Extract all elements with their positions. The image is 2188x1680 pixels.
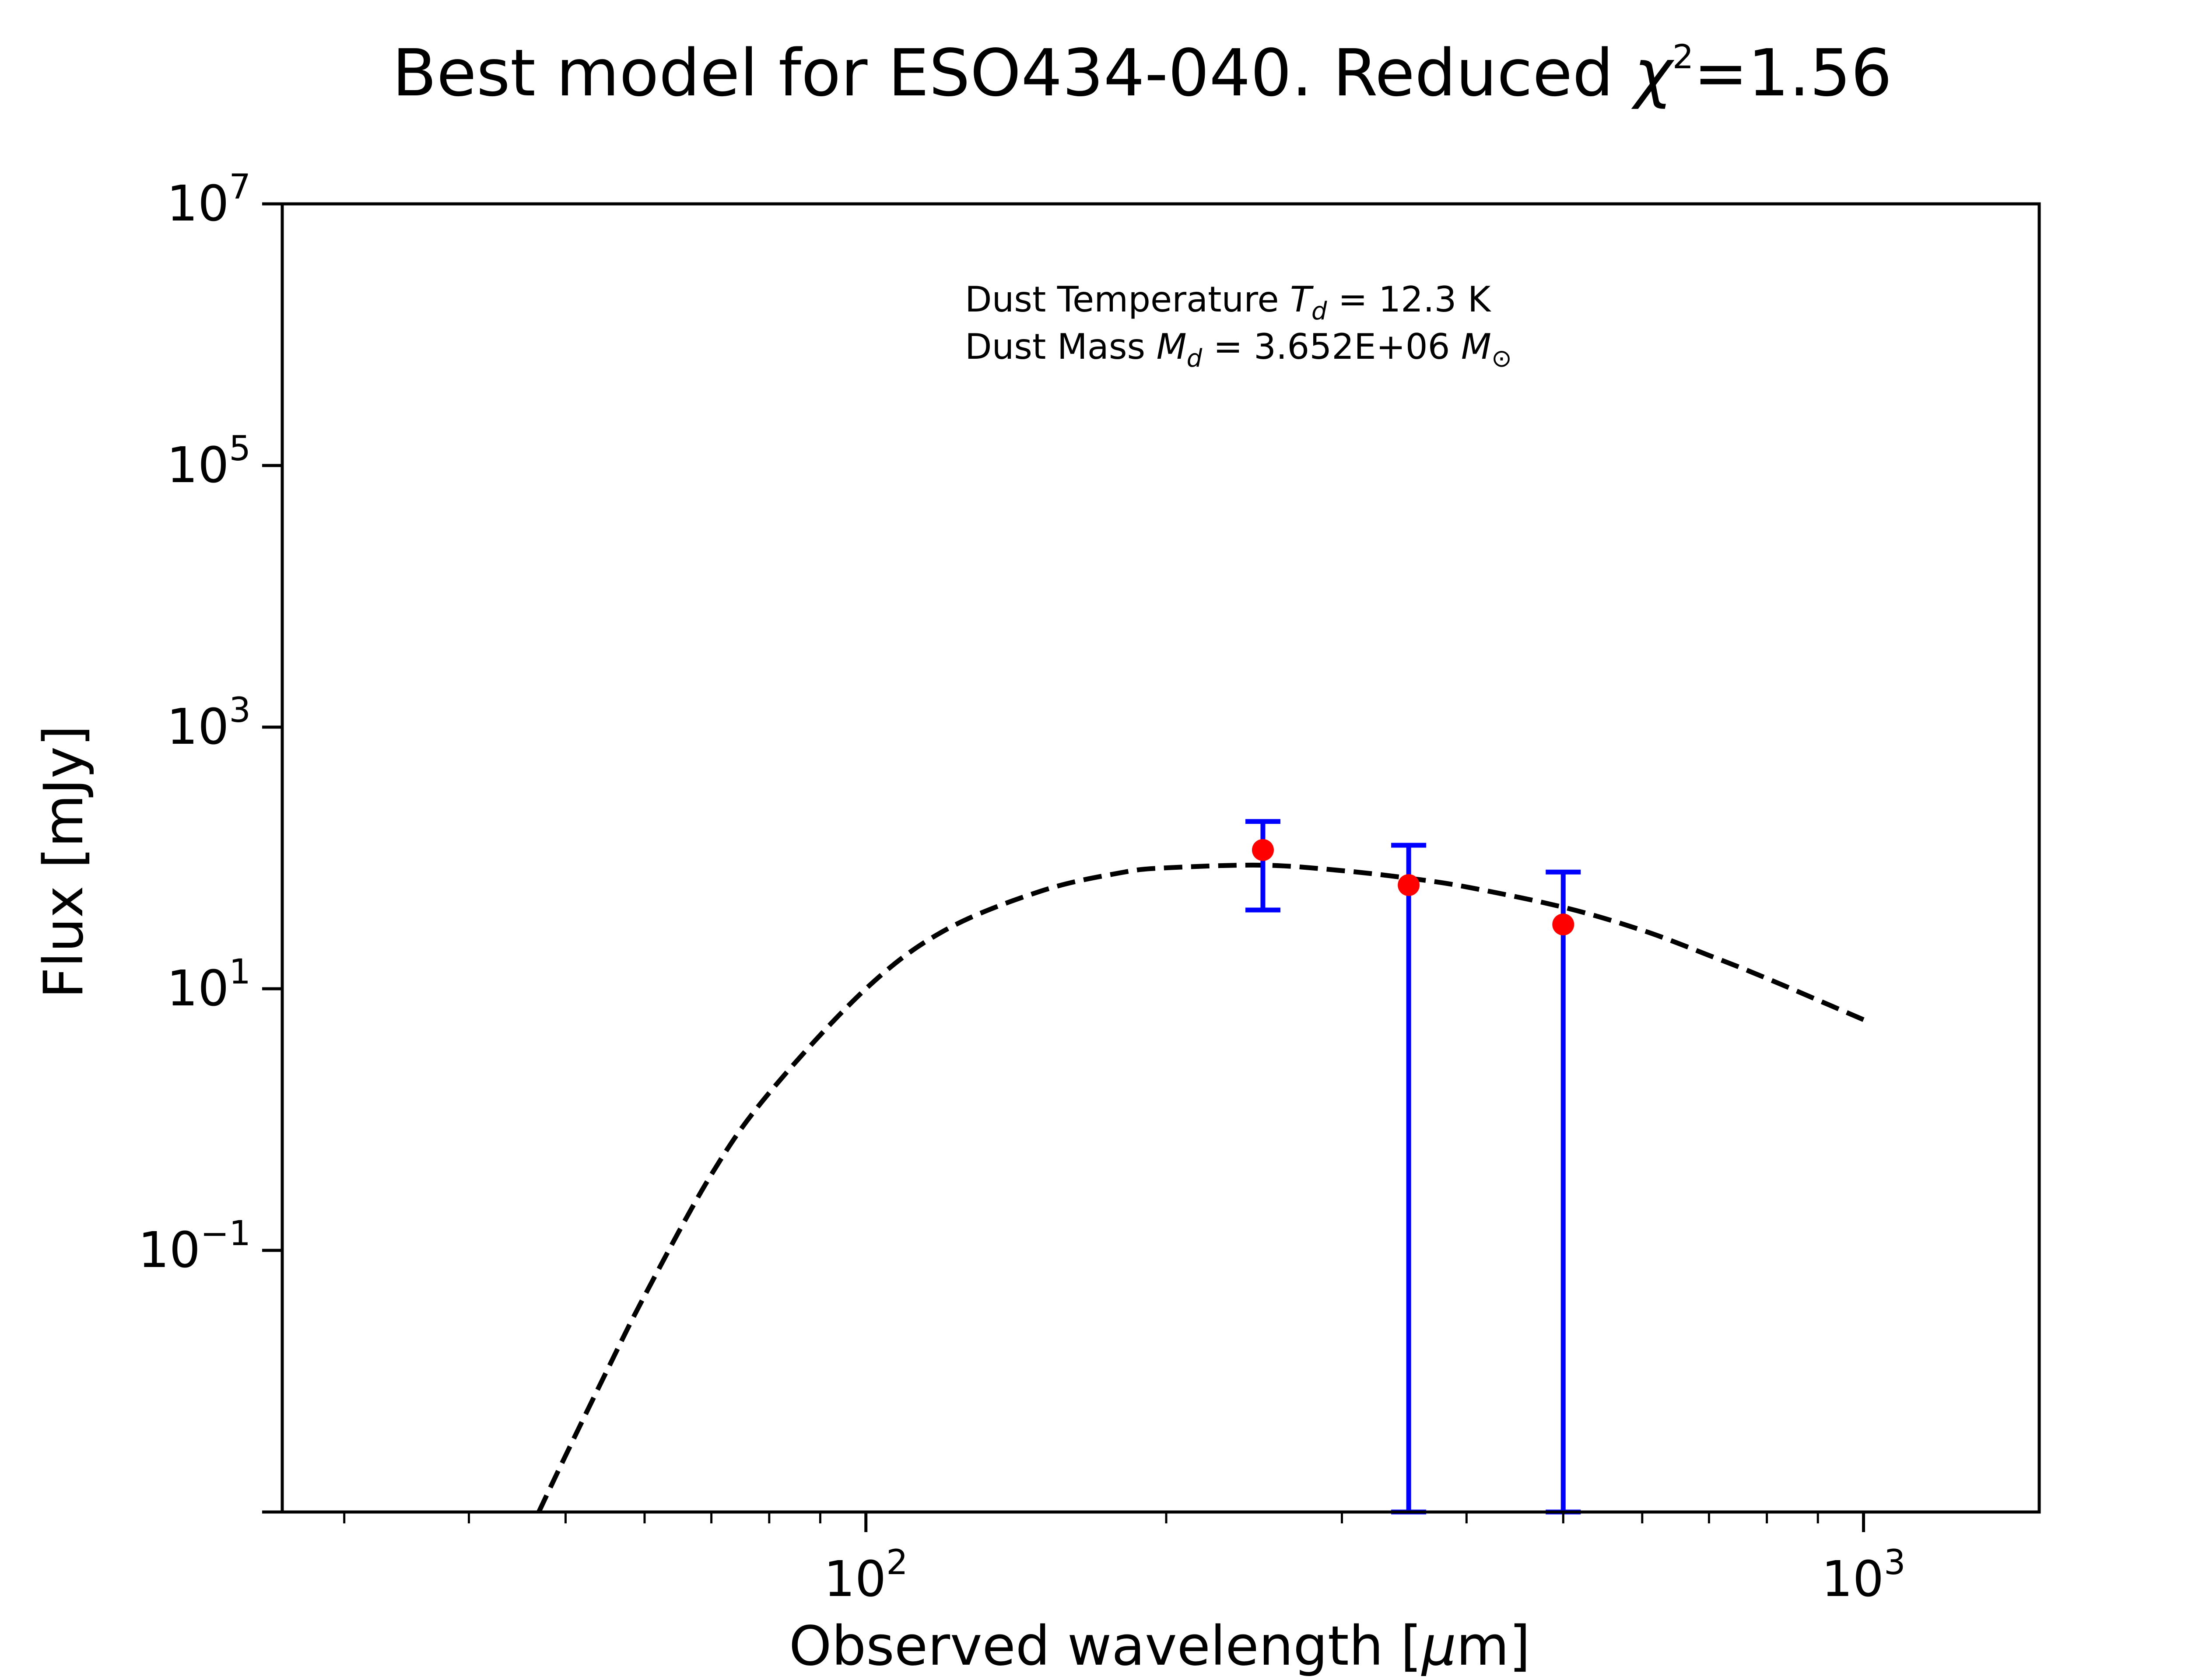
annotation-temperature: Dust Temperature Td = 12.3 K: [965, 279, 1492, 326]
chart-title: Best model for ESO434-040. Reduced χ2=1.…: [392, 35, 1892, 111]
x-axis-label: Observed wavelength [μm]: [789, 1615, 1530, 1678]
y-tick-label-base: 10: [167, 960, 229, 1017]
y-tick-label: 105: [167, 429, 251, 494]
y-axis-label: Flux [mJy]: [32, 725, 95, 999]
chart-title-symbol: χ: [1631, 35, 1675, 111]
y-tick-label-base: 10: [167, 175, 229, 232]
x-tick-label-base: 10: [1821, 1551, 1884, 1608]
data-point: [1398, 874, 1420, 896]
y-tick-label: 101: [167, 952, 251, 1017]
x-axis-label-mu: μ: [1421, 1615, 1456, 1678]
x-tick-label: 103: [1821, 1543, 1905, 1608]
x-axis-label-suffix: m]: [1456, 1615, 1530, 1678]
annotation-mass-unit: M: [1461, 326, 1491, 367]
y-tick-label: 103: [167, 691, 251, 756]
data-point: [1552, 914, 1574, 936]
y-tick-label: 107: [167, 168, 251, 232]
y-tick-label-base: 10: [138, 1222, 201, 1279]
annotation-mass-value: = 3.652E+06: [1202, 326, 1461, 367]
x-tick-label-exponent: 2: [886, 1543, 908, 1582]
data-points-layer: [1252, 839, 1574, 936]
y-tick-label: 10−1: [138, 1214, 251, 1279]
model-curve-layer: [536, 862, 1865, 1513]
y-tick-label-exponent: 5: [229, 429, 251, 469]
chart-title-suffix: =1.56: [1694, 35, 1892, 111]
annotation-temperature-subscript: d: [1311, 297, 1327, 326]
x-axis-label-prefix: Observed wavelength [: [789, 1615, 1422, 1678]
annotation-temperature-symbol: T: [1290, 279, 1314, 320]
y-tick-label-base: 10: [167, 699, 229, 756]
y-tick-label-base: 10: [167, 437, 229, 494]
chart-title-prefix: Best model for ESO434-040. Reduced: [392, 35, 1634, 111]
annotation-temperature-suffix: = 12.3 K: [1327, 279, 1491, 320]
x-ticks: 102 103: [343, 1512, 1906, 1608]
x-tick-label-base: 10: [824, 1551, 887, 1608]
annotation-mass-unit-subscript: ⊙: [1491, 344, 1512, 373]
chart-title-exponent: 2: [1673, 37, 1694, 76]
annotation-temperature-prefix: Dust Temperature: [965, 279, 1290, 320]
model-curve: [536, 862, 1865, 1513]
y-tick-label-exponent: 3: [229, 691, 251, 730]
y-tick-label-exponent: 1: [229, 952, 251, 992]
x-tick-label-exponent: 3: [1884, 1543, 1906, 1582]
annotation-mass-symbol: M: [1157, 326, 1187, 367]
data-point: [1252, 839, 1274, 861]
y-tick-label-exponent: −1: [200, 1214, 251, 1253]
axes-frame: [281, 202, 2041, 1514]
annotation-mass-prefix: Dust Mass: [965, 326, 1157, 367]
annotation-mass: Dust Mass Md = 3.652E+06 M⊙: [965, 326, 1512, 373]
x-tick-label: 102: [824, 1543, 908, 1608]
annotation-mass-subscript: d: [1187, 344, 1203, 373]
y-tick-label-exponent: 7: [229, 168, 251, 207]
error-bar: [1245, 819, 1280, 913]
